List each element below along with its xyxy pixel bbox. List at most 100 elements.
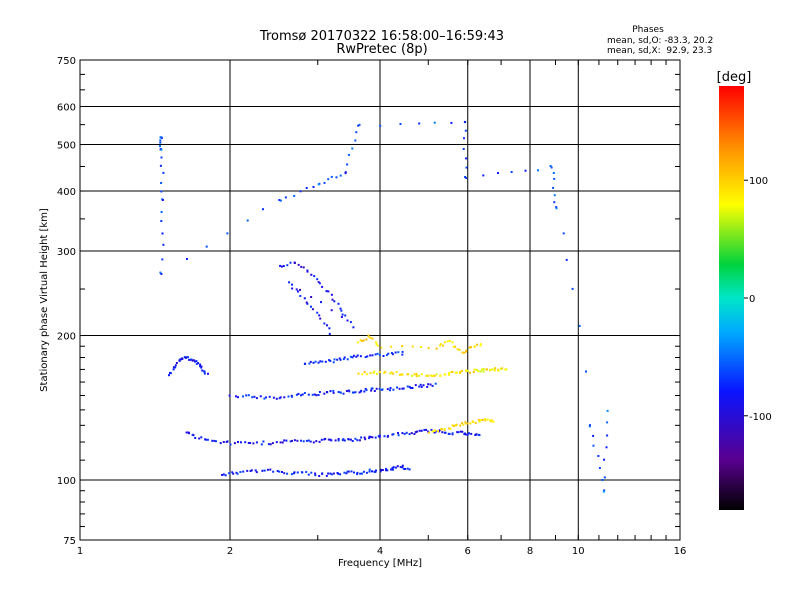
data-point	[338, 357, 341, 360]
data-point	[468, 346, 471, 349]
data-point	[447, 373, 450, 376]
data-point	[552, 186, 555, 189]
data-point	[452, 345, 455, 348]
data-point	[356, 439, 359, 442]
data-point	[191, 359, 194, 362]
data-point	[401, 464, 404, 467]
data-point	[359, 339, 362, 342]
data-point	[372, 371, 375, 374]
data-point	[407, 373, 410, 376]
data-point	[411, 374, 414, 377]
data-point	[413, 433, 416, 435]
data-point	[320, 438, 323, 441]
data-point	[378, 371, 381, 373]
data-point	[401, 466, 404, 469]
data-point	[199, 363, 202, 366]
data-point	[160, 211, 163, 213]
data-point	[391, 466, 394, 469]
data-point	[597, 455, 600, 457]
data-point	[478, 434, 481, 437]
data-point	[285, 439, 288, 442]
data-point	[239, 471, 242, 473]
phase-box-title: Phases	[632, 25, 664, 35]
data-point	[269, 443, 272, 446]
data-point	[254, 469, 257, 472]
data-point	[371, 337, 374, 340]
data-point	[470, 346, 472, 349]
data-point	[431, 384, 434, 387]
data-point	[380, 468, 383, 471]
data-point	[194, 360, 196, 363]
data-point	[262, 208, 264, 211]
data-point	[325, 290, 328, 293]
data-point	[386, 388, 389, 391]
data-point	[399, 466, 402, 469]
data-point	[302, 266, 305, 269]
data-point	[329, 472, 332, 475]
data-point	[448, 433, 451, 435]
data-point	[325, 474, 328, 477]
data-point	[369, 336, 372, 339]
data-point	[439, 343, 442, 346]
data-point	[283, 472, 286, 475]
data-point	[250, 469, 253, 472]
data-point	[462, 148, 465, 150]
data-point	[385, 467, 387, 470]
data-point	[293, 471, 296, 474]
data-point	[219, 442, 222, 445]
data-point	[320, 301, 322, 304]
data-point	[195, 362, 198, 365]
data-point	[383, 435, 386, 438]
data-point	[247, 394, 250, 397]
data-point	[318, 440, 321, 443]
data-point	[368, 435, 371, 438]
data-point	[369, 372, 372, 375]
data-point	[439, 344, 442, 347]
data-point	[159, 145, 161, 148]
data-point	[249, 442, 252, 444]
data-point	[396, 465, 399, 468]
data-point	[598, 467, 601, 469]
data-point	[263, 397, 266, 400]
data-point	[215, 440, 217, 443]
data-point	[366, 355, 369, 358]
data-point	[352, 391, 355, 394]
data-point	[381, 388, 384, 391]
data-point	[284, 196, 287, 199]
data-point	[242, 470, 245, 473]
data-point	[356, 341, 359, 344]
data-point	[339, 174, 342, 177]
data-point	[318, 314, 321, 317]
data-point	[299, 295, 302, 297]
data-point	[433, 121, 436, 124]
data-point	[296, 471, 299, 474]
data-point	[330, 293, 333, 296]
data-point	[207, 372, 209, 375]
data-point	[200, 436, 203, 439]
data-point	[461, 422, 463, 425]
data-point	[484, 419, 487, 422]
data-point	[401, 432, 404, 435]
data-point	[317, 361, 320, 364]
data-point	[237, 396, 239, 399]
data-point	[314, 472, 317, 475]
data-point	[172, 368, 175, 371]
data-point	[160, 136, 163, 139]
data-point	[159, 139, 162, 142]
data-point	[318, 282, 321, 285]
data-point	[466, 369, 469, 372]
data-point	[390, 345, 393, 348]
data-point	[468, 432, 470, 435]
data-point	[434, 382, 437, 385]
data-point	[344, 314, 347, 317]
data-point	[415, 375, 418, 378]
data-point	[465, 166, 468, 169]
data-point	[249, 470, 252, 472]
data-point	[497, 172, 499, 174]
data-point	[228, 394, 231, 397]
data-point	[384, 370, 387, 373]
data-point	[473, 345, 476, 348]
data-point	[330, 473, 333, 476]
data-point	[443, 428, 446, 431]
data-point	[360, 389, 363, 392]
